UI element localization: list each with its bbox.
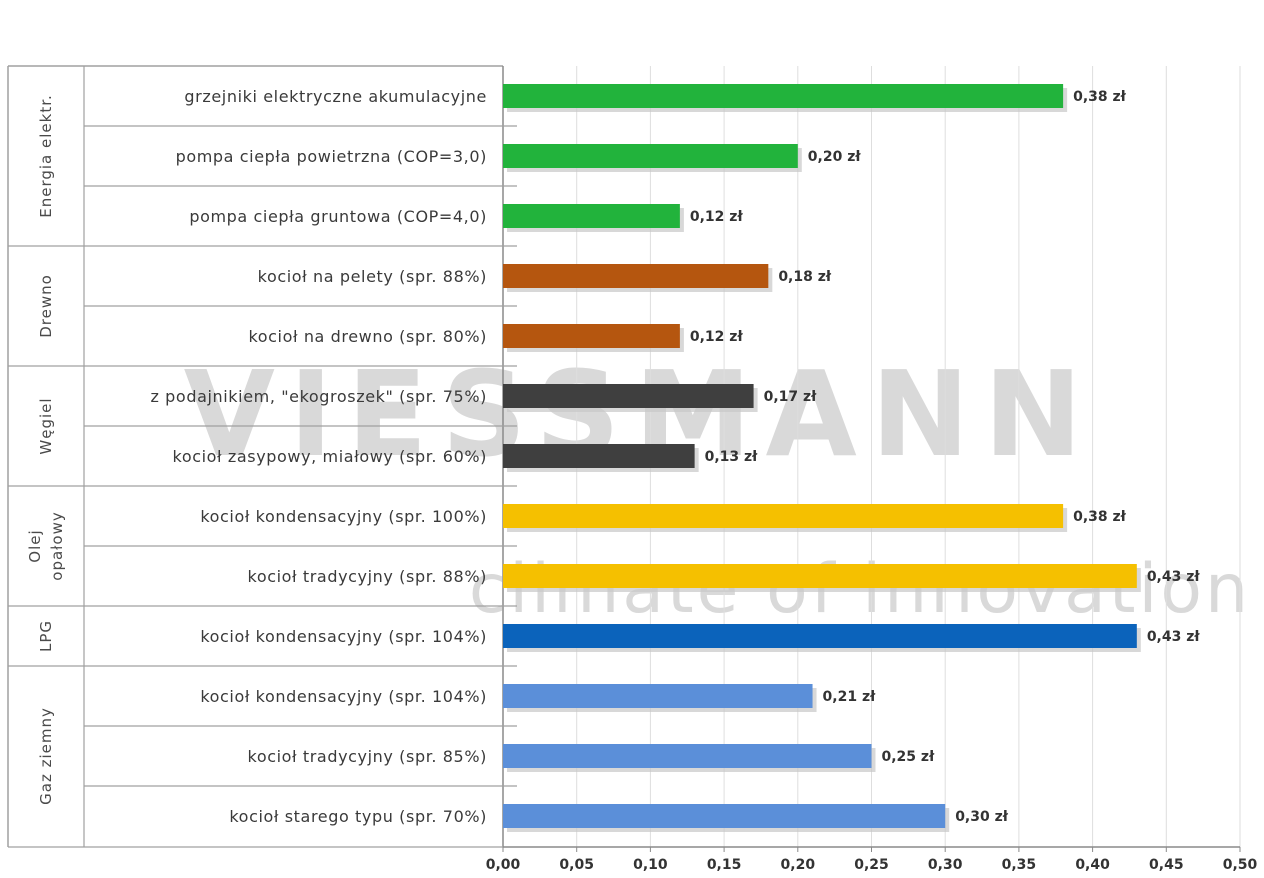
category-label: z podajnikiem, "ekogroszek" (spr. 75%)	[150, 387, 487, 406]
category-label: kocioł na pelety (spr. 88%)	[258, 267, 487, 286]
bar	[503, 324, 680, 348]
category-label: kocioł kondensacyjny (spr. 100%)	[200, 507, 487, 526]
group-label-line: Gaz ziemny	[37, 707, 55, 805]
category-label: kocioł kondensacyjny (spr. 104%)	[200, 627, 487, 646]
data-label: 0,30 zł	[955, 809, 1009, 825]
x-tick-label: 0,10	[633, 857, 668, 873]
group-label-line: Drewno	[37, 274, 55, 338]
data-label: 0,38 zł	[1073, 509, 1127, 525]
x-tick-label: 0,40	[1075, 857, 1110, 873]
x-tick-label: 0,00	[486, 857, 521, 873]
group-label-line: Węgiel	[37, 397, 55, 454]
x-tick-label: 0,25	[854, 857, 889, 873]
category-label: kocioł starego typu (spr. 70%)	[229, 807, 487, 826]
bar	[503, 384, 754, 408]
group-label: LPG	[37, 620, 55, 652]
data-label: 0,38 zł	[1073, 89, 1127, 105]
bars: 0,38 zł 0,20 zł 0,12 zł 0,18 zł 0,12 zł 0,17 …	[503, 84, 1200, 832]
bar	[503, 624, 1137, 648]
x-tick-label: 0,15	[707, 857, 742, 873]
bar	[503, 684, 813, 708]
gridlines	[576, 66, 1241, 847]
x-tick-label: 0,20	[781, 857, 816, 873]
group-label-line: LPG	[37, 620, 55, 652]
bar	[503, 564, 1137, 588]
category-label: kocioł kondensacyjny (spr. 104%)	[200, 687, 487, 706]
bar	[503, 444, 695, 468]
bar	[503, 504, 1064, 528]
value-axis: 0,00 0,05 0,10 0,15 0,20 0,25 0,30 0,35 0,40 0,45…	[486, 846, 1258, 873]
group-label: Drewno	[37, 274, 55, 338]
data-label: 0,17 zł	[764, 389, 818, 405]
category-label: kocioł tradycyjny (spr. 85%)	[248, 747, 487, 766]
bar	[503, 744, 872, 768]
bar	[503, 804, 946, 828]
group-label: Węgiel	[37, 397, 55, 454]
bar	[503, 264, 769, 288]
data-label: 0,20 zł	[808, 149, 862, 165]
data-label: 0,12 zł	[690, 209, 744, 225]
group-label: Gaz ziemny	[37, 707, 55, 805]
data-label: 0,21 zł	[823, 689, 877, 705]
group-label: Olej opałowy	[26, 511, 66, 580]
category-label: pompa ciepła gruntowa (COP=4,0)	[189, 207, 487, 226]
category-label: kocioł tradycyjny (spr. 88%)	[248, 567, 487, 586]
group-label-line: opałowy	[48, 511, 66, 580]
category-label: kocioł na drewno (spr. 80%)	[248, 327, 487, 346]
group-label-line: Energia elektr.	[37, 94, 55, 218]
data-label: 0,43 zł	[1147, 569, 1201, 585]
data-label: 0,18 zł	[778, 269, 832, 285]
category-axis: Energia elektr. grzejniki elektryczne aku…	[7, 65, 517, 848]
category-label: grzejniki elektryczne akumulacyjne	[184, 87, 487, 106]
data-label: 0,25 zł	[882, 749, 936, 765]
x-tick-label: 0,50	[1223, 857, 1258, 873]
data-label: 0,43 zł	[1147, 629, 1201, 645]
bar	[503, 84, 1064, 108]
x-tick-label: 0,45	[1149, 857, 1184, 873]
x-tick-label: 0,30	[928, 857, 963, 873]
category-label: kocioł zasypowy, miałowy (spr. 60%)	[173, 447, 487, 466]
group-label-line: Olej	[26, 529, 44, 562]
x-tick-label: 0,35	[1002, 857, 1037, 873]
group-label: Energia elektr.	[37, 94, 55, 218]
bar	[503, 204, 680, 228]
bar	[503, 144, 798, 168]
x-tick-label: 0,05	[559, 857, 594, 873]
data-label: 0,13 zł	[705, 449, 759, 465]
category-label: pompa ciepła powietrzna (COP=3,0)	[176, 147, 487, 166]
data-label: 0,12 zł	[690, 329, 744, 345]
